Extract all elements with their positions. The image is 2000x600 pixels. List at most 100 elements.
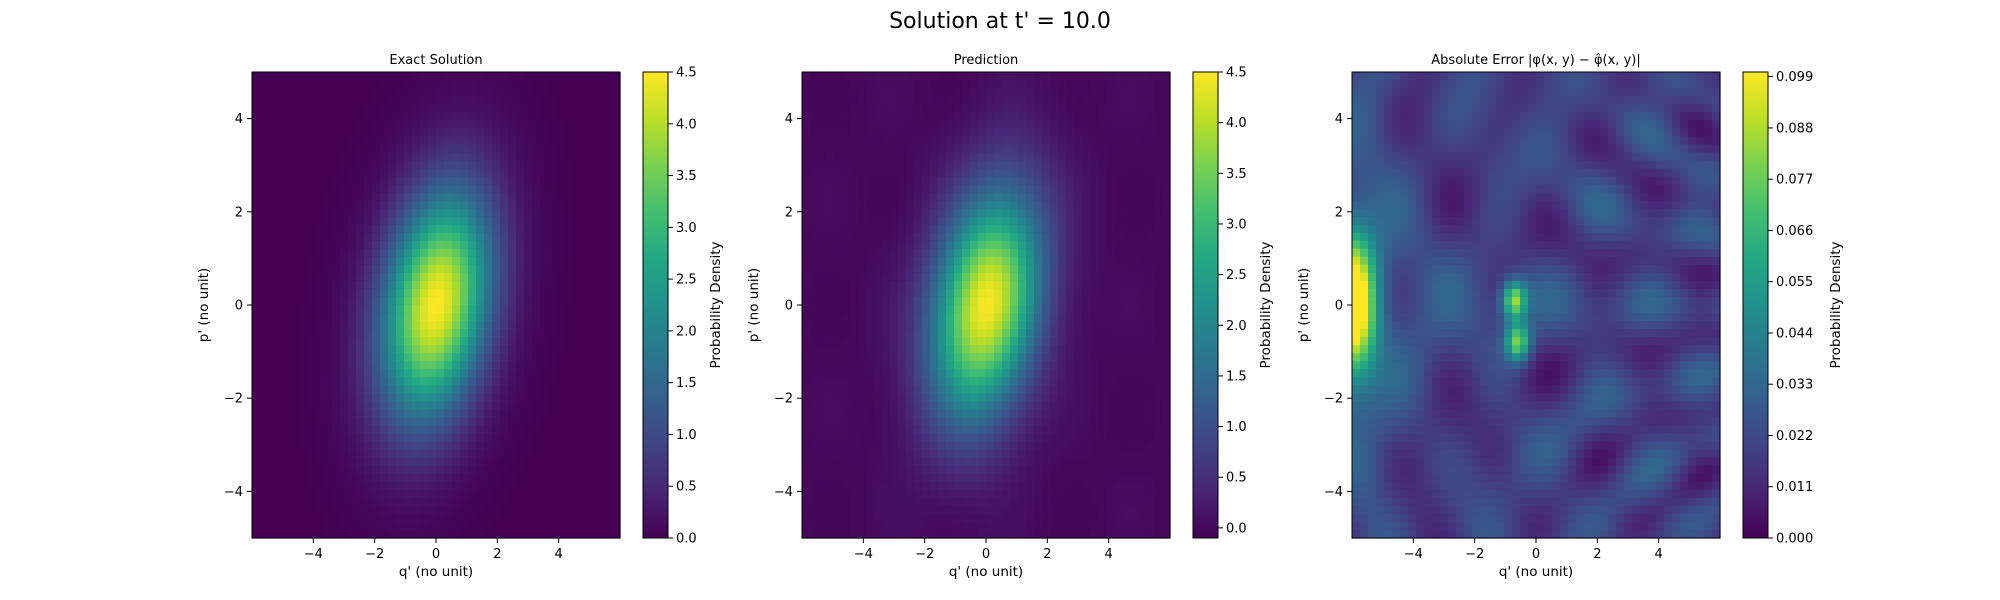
heatmap-cell bbox=[492, 168, 501, 178]
heatmap-cell bbox=[292, 256, 301, 266]
heatmap-cell bbox=[492, 184, 501, 194]
heatmap-cell bbox=[388, 481, 397, 491]
heatmap-cell bbox=[348, 305, 357, 314]
heatmap-cell bbox=[324, 449, 333, 459]
heatmap-cell bbox=[268, 160, 277, 170]
heatmap-cell bbox=[292, 272, 301, 282]
heatmap-cell bbox=[492, 401, 501, 411]
heatmap-cell bbox=[332, 168, 341, 178]
heatmap-cell bbox=[468, 256, 477, 266]
heatmap-cell bbox=[260, 296, 269, 306]
heatmap-cell bbox=[316, 465, 325, 475]
heatmap-cell bbox=[396, 208, 405, 218]
heatmap-cell bbox=[380, 128, 389, 137]
heatmap-cell bbox=[476, 272, 485, 282]
heatmap-cell bbox=[324, 256, 333, 266]
heatmap-cell bbox=[444, 313, 453, 322]
heatmap-cell bbox=[260, 353, 269, 362]
heatmap-cell bbox=[332, 72, 341, 81]
heatmap-cell bbox=[420, 369, 429, 378]
heatmap-cell bbox=[476, 208, 485, 218]
heatmap-cell bbox=[380, 497, 389, 507]
heatmap-cell bbox=[484, 353, 493, 362]
heatmap-cell bbox=[428, 112, 437, 121]
heatmap-cell bbox=[404, 128, 413, 137]
heatmap-cell bbox=[252, 505, 261, 515]
heatmap-cell bbox=[340, 521, 349, 531]
heatmap-cell bbox=[292, 321, 301, 330]
heatmap-cell bbox=[412, 176, 421, 186]
heatmap-cell bbox=[276, 72, 285, 81]
heatmap-cell bbox=[476, 288, 485, 298]
heatmap-cell bbox=[308, 112, 317, 121]
heatmap-cell bbox=[452, 136, 461, 145]
heatmap-cell bbox=[260, 321, 269, 330]
heatmap-cell bbox=[444, 377, 453, 386]
heatmap-cell bbox=[428, 88, 437, 97]
heatmap-cell bbox=[268, 296, 277, 306]
heatmap-cell bbox=[268, 321, 277, 330]
heatmap-cell bbox=[308, 473, 317, 483]
heatmap-cell bbox=[364, 72, 373, 81]
heatmap-cell bbox=[292, 353, 301, 362]
heatmap-cell bbox=[428, 80, 437, 89]
heatmap-cell bbox=[388, 305, 397, 314]
heatmap-cell bbox=[300, 272, 309, 282]
heatmap-cell bbox=[468, 160, 477, 170]
heatmap-cell bbox=[268, 240, 277, 250]
heatmap-cell bbox=[388, 264, 397, 274]
heatmap-cell bbox=[252, 337, 261, 346]
heatmap-cell bbox=[388, 136, 397, 145]
heatmap-cell bbox=[460, 160, 469, 170]
heatmap-cell bbox=[308, 88, 317, 97]
heatmap-cell bbox=[492, 449, 501, 459]
heatmap-cell bbox=[404, 529, 413, 539]
heatmap-cell bbox=[324, 329, 333, 338]
heatmap-cell bbox=[452, 433, 461, 443]
heatmap-cell bbox=[484, 481, 493, 491]
heatmap-cell bbox=[404, 192, 413, 202]
heatmap-cell bbox=[444, 345, 453, 354]
heatmap-cell bbox=[332, 272, 341, 282]
heatmap-cell bbox=[492, 224, 501, 234]
heatmap-cell bbox=[260, 497, 269, 507]
heatmap-cell bbox=[364, 361, 373, 370]
heatmap-cell bbox=[316, 457, 325, 467]
heatmap-cell bbox=[436, 72, 445, 81]
heatmap-cell bbox=[324, 128, 333, 137]
heatmap-cell bbox=[340, 72, 349, 81]
heatmap-cell bbox=[388, 120, 397, 129]
heatmap-cell bbox=[492, 88, 501, 97]
heatmap-cell bbox=[260, 489, 269, 499]
heatmap-cell bbox=[348, 216, 357, 226]
heatmap-cell bbox=[476, 72, 485, 81]
heatmap-cell bbox=[396, 272, 405, 282]
heatmap-cell bbox=[476, 240, 485, 250]
heatmap-cell bbox=[492, 361, 501, 370]
heatmap-cell bbox=[404, 313, 413, 322]
heatmap-cell bbox=[388, 184, 397, 194]
heatmap-cell bbox=[420, 160, 429, 170]
heatmap-cell bbox=[396, 401, 405, 411]
heatmap-cell bbox=[460, 329, 469, 338]
heatmap-cell bbox=[436, 168, 445, 178]
heatmap-cell bbox=[484, 248, 493, 258]
heatmap-cell bbox=[284, 176, 293, 186]
heatmap-cell bbox=[348, 369, 357, 378]
heatmap-cell bbox=[420, 521, 429, 531]
heatmap-cell bbox=[300, 232, 309, 242]
heatmap-cell bbox=[476, 457, 485, 467]
heatmap-cell bbox=[308, 353, 317, 362]
heatmap-cell bbox=[268, 353, 277, 362]
heatmap-cell bbox=[452, 417, 461, 427]
heatmap-cell bbox=[436, 128, 445, 137]
heatmap-cell bbox=[396, 425, 405, 435]
heatmap-cell bbox=[396, 240, 405, 250]
heatmap-cell bbox=[412, 208, 421, 218]
heatmap-cell bbox=[388, 521, 397, 531]
heatmap-cell bbox=[268, 489, 277, 499]
heatmap-cell bbox=[484, 272, 493, 282]
heatmap-cell bbox=[268, 425, 277, 435]
heatmap-cell bbox=[484, 264, 493, 274]
